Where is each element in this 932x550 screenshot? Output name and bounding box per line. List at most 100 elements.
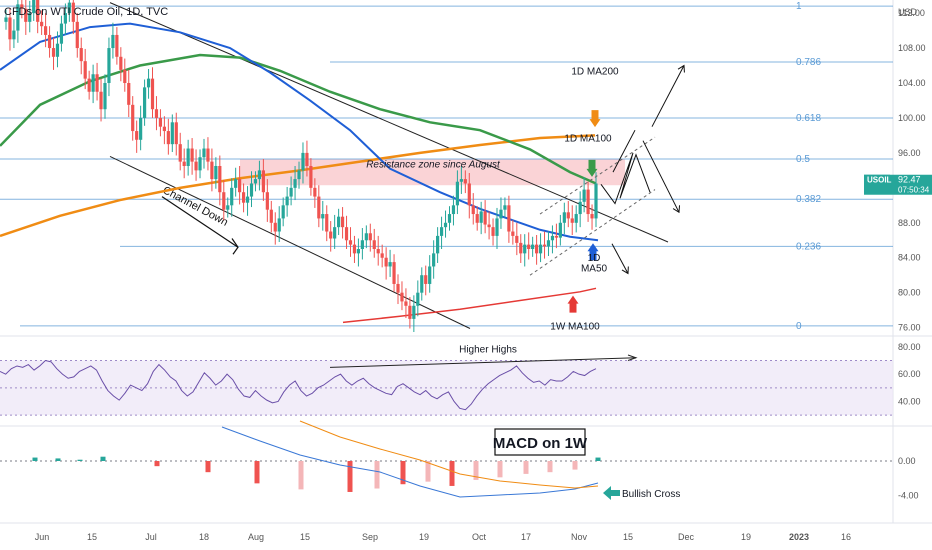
- time-axis-tick: 19: [419, 532, 429, 542]
- macd-histogram-bar: [572, 461, 578, 470]
- candle-body: [158, 117, 163, 127]
- macd-title-box: [494, 428, 586, 456]
- time-axis-tick: Dec: [678, 532, 695, 542]
- candles-group: [4, 0, 598, 332]
- annotation-macd-on-1w: MACD on 1W: [493, 435, 588, 452]
- candle-body: [269, 209, 273, 223]
- candle-body: [67, 2, 71, 14]
- candle-body: [210, 161, 214, 180]
- candle-body: [400, 292, 404, 302]
- fib-level-label: 0.5: [796, 154, 810, 165]
- candle-body: [329, 231, 333, 239]
- candle-body: [4, 17, 8, 22]
- candle-body: [245, 196, 250, 203]
- fib-level-label: 0.236: [796, 241, 821, 252]
- candle-body: [546, 240, 551, 247]
- candle-body: [356, 249, 361, 254]
- weekly-ma100-marker-arrow: [567, 295, 579, 313]
- macd-histogram-bar: [425, 461, 431, 482]
- candle-body: [305, 152, 309, 166]
- time-axis-tick: Jul: [145, 532, 157, 542]
- rsi-axis-tick: 80.00: [898, 342, 921, 352]
- candle-body: [24, 8, 28, 22]
- countdown-label: 07:50:34: [898, 186, 930, 195]
- candle-body: [226, 205, 230, 210]
- candle-body: [333, 227, 337, 239]
- macd-histogram-bar: [298, 461, 304, 490]
- candle-body: [293, 179, 297, 188]
- macd-histogram-bar: [473, 461, 479, 480]
- candle-body: [174, 122, 178, 145]
- candle-body: [507, 205, 511, 232]
- candle-body: [574, 214, 578, 223]
- candle-body: [40, 21, 44, 27]
- candle-body: [28, 13, 32, 22]
- projection-arrow-down: [642, 140, 680, 213]
- macd-histogram-bar: [254, 461, 260, 484]
- candle-body: [206, 148, 210, 162]
- candle-body: [154, 109, 159, 118]
- candle-body: [376, 249, 380, 254]
- candle-body: [447, 214, 452, 223]
- candle-body: [416, 292, 420, 306]
- candle-body: [119, 56, 123, 70]
- candle-body: [301, 152, 305, 171]
- annotation-1d-ma100: 1D MA100: [564, 134, 612, 145]
- candle-body: [222, 192, 226, 210]
- candle-body: [475, 214, 479, 223]
- candle-body: [368, 233, 372, 241]
- projection-zigzag: [600, 152, 651, 205]
- chart-title: CFDs on WTI Crude Oil, 1D, TVC: [4, 6, 169, 18]
- candle-body: [249, 183, 254, 197]
- candle-body: [230, 187, 234, 206]
- candle-body: [59, 23, 64, 44]
- candle-body: [297, 170, 301, 180]
- time-axis-tick: Aug: [248, 532, 264, 542]
- macd-line: [221, 426, 599, 498]
- candle-body: [344, 227, 349, 241]
- candle-body: [36, 0, 40, 22]
- candle-body: [420, 275, 424, 293]
- candle-body: [384, 257, 388, 267]
- candle-body: [436, 235, 440, 254]
- candle-body: [570, 218, 574, 223]
- candle-body: [451, 205, 456, 215]
- candle-body: [412, 305, 416, 319]
- candle-body: [16, 4, 20, 31]
- candle-body: [317, 196, 321, 219]
- candle-body: [55, 43, 60, 57]
- candle-body: [535, 244, 539, 254]
- ma50-marker-arrow: [587, 243, 599, 261]
- candle-body: [582, 189, 586, 202]
- projection-channel-upper: [539, 136, 656, 215]
- price-axis-tick: 76.00: [898, 323, 921, 333]
- time-axis-tick: Sep: [362, 532, 378, 542]
- candle-body: [594, 183, 598, 219]
- projection-arrow-down-head: [672, 205, 681, 214]
- candle-body: [47, 34, 52, 49]
- candle-body: [562, 212, 566, 223]
- time-axis-tick: 15: [623, 532, 633, 542]
- rsi-axis-tick: 60.00: [898, 369, 921, 379]
- time-axis-tick: 18: [199, 532, 209, 542]
- fib-level-label: 1: [796, 1, 802, 12]
- candle-body: [139, 117, 143, 140]
- candle-body: [257, 170, 262, 180]
- candle-body: [273, 222, 277, 232]
- candle-body: [214, 166, 218, 180]
- candle-body: [79, 48, 83, 62]
- candle-body: [71, 2, 75, 22]
- candle-body: [170, 122, 174, 145]
- candle-body: [123, 69, 127, 83]
- candle-body: [285, 196, 289, 206]
- candle-body: [32, 0, 36, 14]
- macd-signal-line: [299, 420, 599, 489]
- candle-body: [95, 74, 99, 92]
- candle-body: [265, 192, 269, 210]
- macd-histogram-bar: [523, 461, 529, 474]
- candle-body: [253, 179, 258, 184]
- macd-histogram-bar: [347, 461, 353, 492]
- candle-body: [479, 211, 483, 223]
- price-axis-tick: 96.00: [898, 148, 921, 158]
- fib-level-label: 0: [796, 321, 802, 332]
